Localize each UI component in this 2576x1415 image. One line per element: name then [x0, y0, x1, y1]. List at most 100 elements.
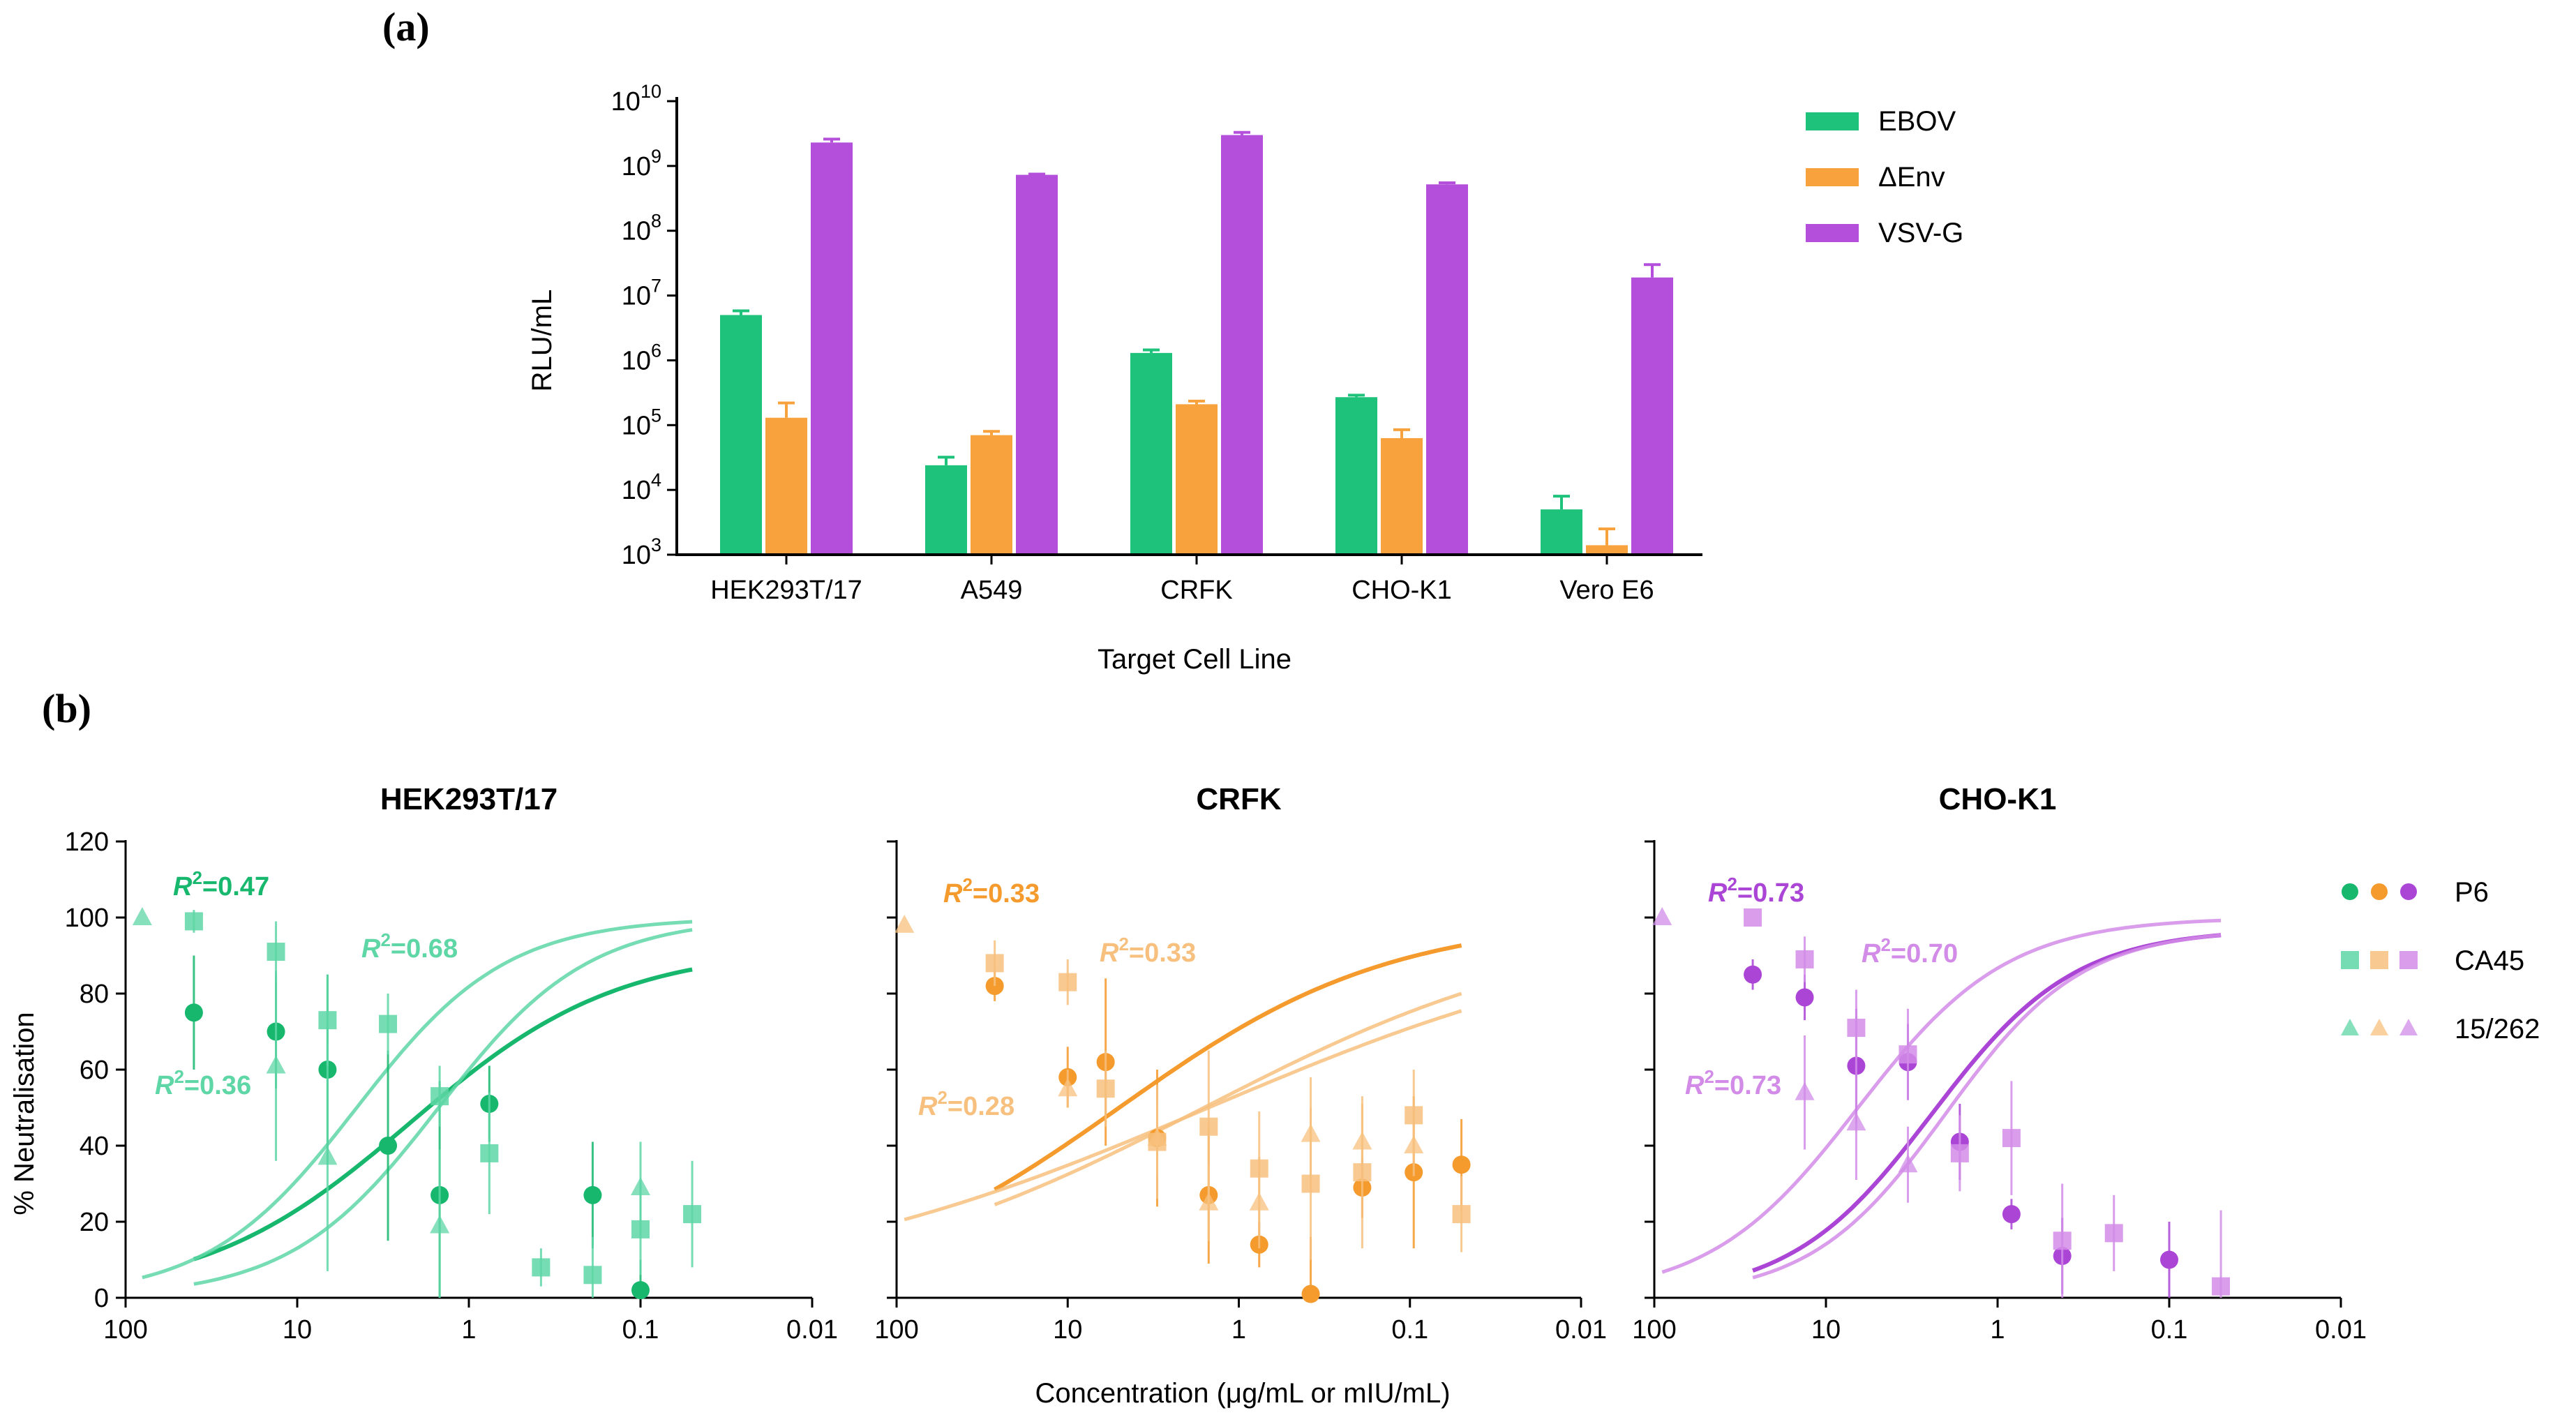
data-point: [1096, 1079, 1115, 1098]
y-tick-base: 10: [622, 476, 651, 505]
y-tick-exp: 4: [651, 470, 661, 491]
r2-exp: 2: [1727, 874, 1737, 894]
legend-swatch-a: [1806, 112, 1859, 130]
data-point: [1301, 1285, 1320, 1303]
data-point: [1301, 1123, 1321, 1142]
r2-exp: 2: [1118, 934, 1128, 954]
y-tick-exp: 7: [651, 276, 661, 297]
x-tick-label-a: A549: [961, 576, 1023, 605]
data-point: [2053, 1231, 2072, 1250]
neutralisation-charts-b: % Neutralisation Concentration (μg/mL or…: [9, 782, 2367, 1409]
legend-marker-b: [2400, 883, 2417, 900]
bar: [720, 315, 762, 555]
data-point: [1452, 1155, 1471, 1174]
data-point: [480, 1144, 499, 1162]
y-tick-label-b: 20: [80, 1208, 109, 1237]
r2-value: =0.70: [1891, 939, 1958, 968]
data-point: [1795, 988, 1814, 1007]
y-tick-base: 10: [611, 87, 641, 117]
data-point: [1744, 965, 1762, 984]
y-tick-base: 10: [622, 217, 651, 246]
legend-marker-b: [2370, 1019, 2388, 1035]
y-tick-label-b: 40: [80, 1132, 109, 1161]
data-point: [1795, 950, 1814, 968]
r-squared-label: R2=0.70: [1862, 934, 1958, 968]
x-tick-label-b: 0.1: [622, 1315, 659, 1345]
x-tick-label-b: 10: [1811, 1315, 1841, 1345]
x-tick-label-a: HEK293T/17: [710, 576, 862, 605]
r2-exp: 2: [1704, 1066, 1714, 1087]
y-tick-label-b: 0: [94, 1284, 109, 1313]
r2-value: =0.36: [184, 1071, 251, 1100]
bar: [1221, 135, 1263, 555]
data-point: [317, 1146, 338, 1165]
y-tick-label-a: 1010: [611, 81, 661, 117]
subplot-title: CRFK: [1196, 782, 1281, 816]
r2-exp: 2: [962, 874, 972, 895]
data-point: [1352, 1131, 1372, 1150]
r-squared-label: R2=0.47: [173, 867, 269, 901]
subplot-title: CHO-K1: [1939, 782, 2057, 816]
data-point: [583, 1266, 602, 1285]
data-point: [1744, 908, 1762, 927]
r2-exp: 2: [937, 1087, 947, 1108]
panel-b-letter: (b): [42, 686, 91, 731]
y-tick-label-a: 104: [622, 470, 661, 505]
legend-label-a: EBOV: [1878, 106, 1956, 137]
x-axis-title-a: Target Cell Line: [1098, 644, 1291, 675]
panel-a-letter: (a): [382, 4, 430, 50]
data-point: [184, 1003, 203, 1022]
y-axis-title-b: % Neutralisation: [9, 1012, 40, 1215]
bar: [811, 142, 853, 555]
data-point: [2002, 1205, 2021, 1224]
legend-a: EBOV ΔEnv VSV-G: [1806, 106, 1963, 248]
bar: [1335, 397, 1377, 555]
data-point: [894, 914, 915, 933]
legend-marker-b: [2370, 951, 2388, 969]
legend-b: P6 CA45 15/262: [2341, 877, 2540, 1045]
data-point: [1249, 1192, 1269, 1211]
x-tick-label-a: Vero E6: [1559, 576, 1654, 605]
r2-r: R: [1862, 939, 1881, 968]
y-tick-label-a: 103: [622, 534, 661, 570]
r2-r: R: [918, 1092, 938, 1121]
r2-value: =0.47: [202, 872, 269, 901]
bar: [1381, 437, 1423, 555]
r2-exp: 2: [1880, 934, 1890, 955]
data-point: [379, 1137, 398, 1155]
legend-marker-b: [2371, 883, 2388, 900]
r2-exp: 2: [174, 1066, 184, 1087]
fit-curve: [904, 1009, 1462, 1222]
data-point: [1452, 1205, 1471, 1224]
data-point: [1058, 1078, 1078, 1097]
y-tick-base: 10: [622, 411, 651, 440]
data-point: [318, 1011, 337, 1030]
x-tick-label-b: 1: [461, 1315, 476, 1345]
data-point: [1847, 1019, 1866, 1038]
legend-swatch-a: [1806, 168, 1859, 186]
fit-curve: [994, 991, 1462, 1206]
r2-r: R: [361, 934, 381, 964]
data-point: [379, 1015, 398, 1033]
data-point: [631, 1176, 650, 1195]
y-tick-exp: 5: [651, 405, 661, 426]
legend-marker-b: [2399, 1019, 2418, 1035]
legend-label-a: ΔEnv: [1878, 162, 1945, 193]
bar: [971, 435, 1012, 555]
bar-chart-a: RLU/mL Target Cell Line 1031041051061071…: [527, 81, 1702, 675]
r-squared-label: R2=0.68: [361, 929, 458, 964]
data-point: [1898, 1154, 1918, 1173]
data-point: [1899, 1045, 1917, 1064]
bar: [1426, 184, 1468, 555]
x-tick-label-b: 10: [283, 1315, 312, 1345]
y-tick-label-a: 106: [622, 340, 661, 375]
data-point: [2104, 1224, 2123, 1243]
data-point: [1795, 1081, 1815, 1100]
x-axis-title-b: Concentration (μg/mL or mIU/mL): [1035, 1378, 1450, 1409]
data-point: [985, 954, 1004, 973]
legend-label-a: VSV-G: [1878, 218, 1963, 248]
y-tick-label-b: 100: [65, 904, 109, 933]
r2-value: =0.68: [391, 934, 458, 964]
y-tick-base: 10: [622, 541, 651, 570]
